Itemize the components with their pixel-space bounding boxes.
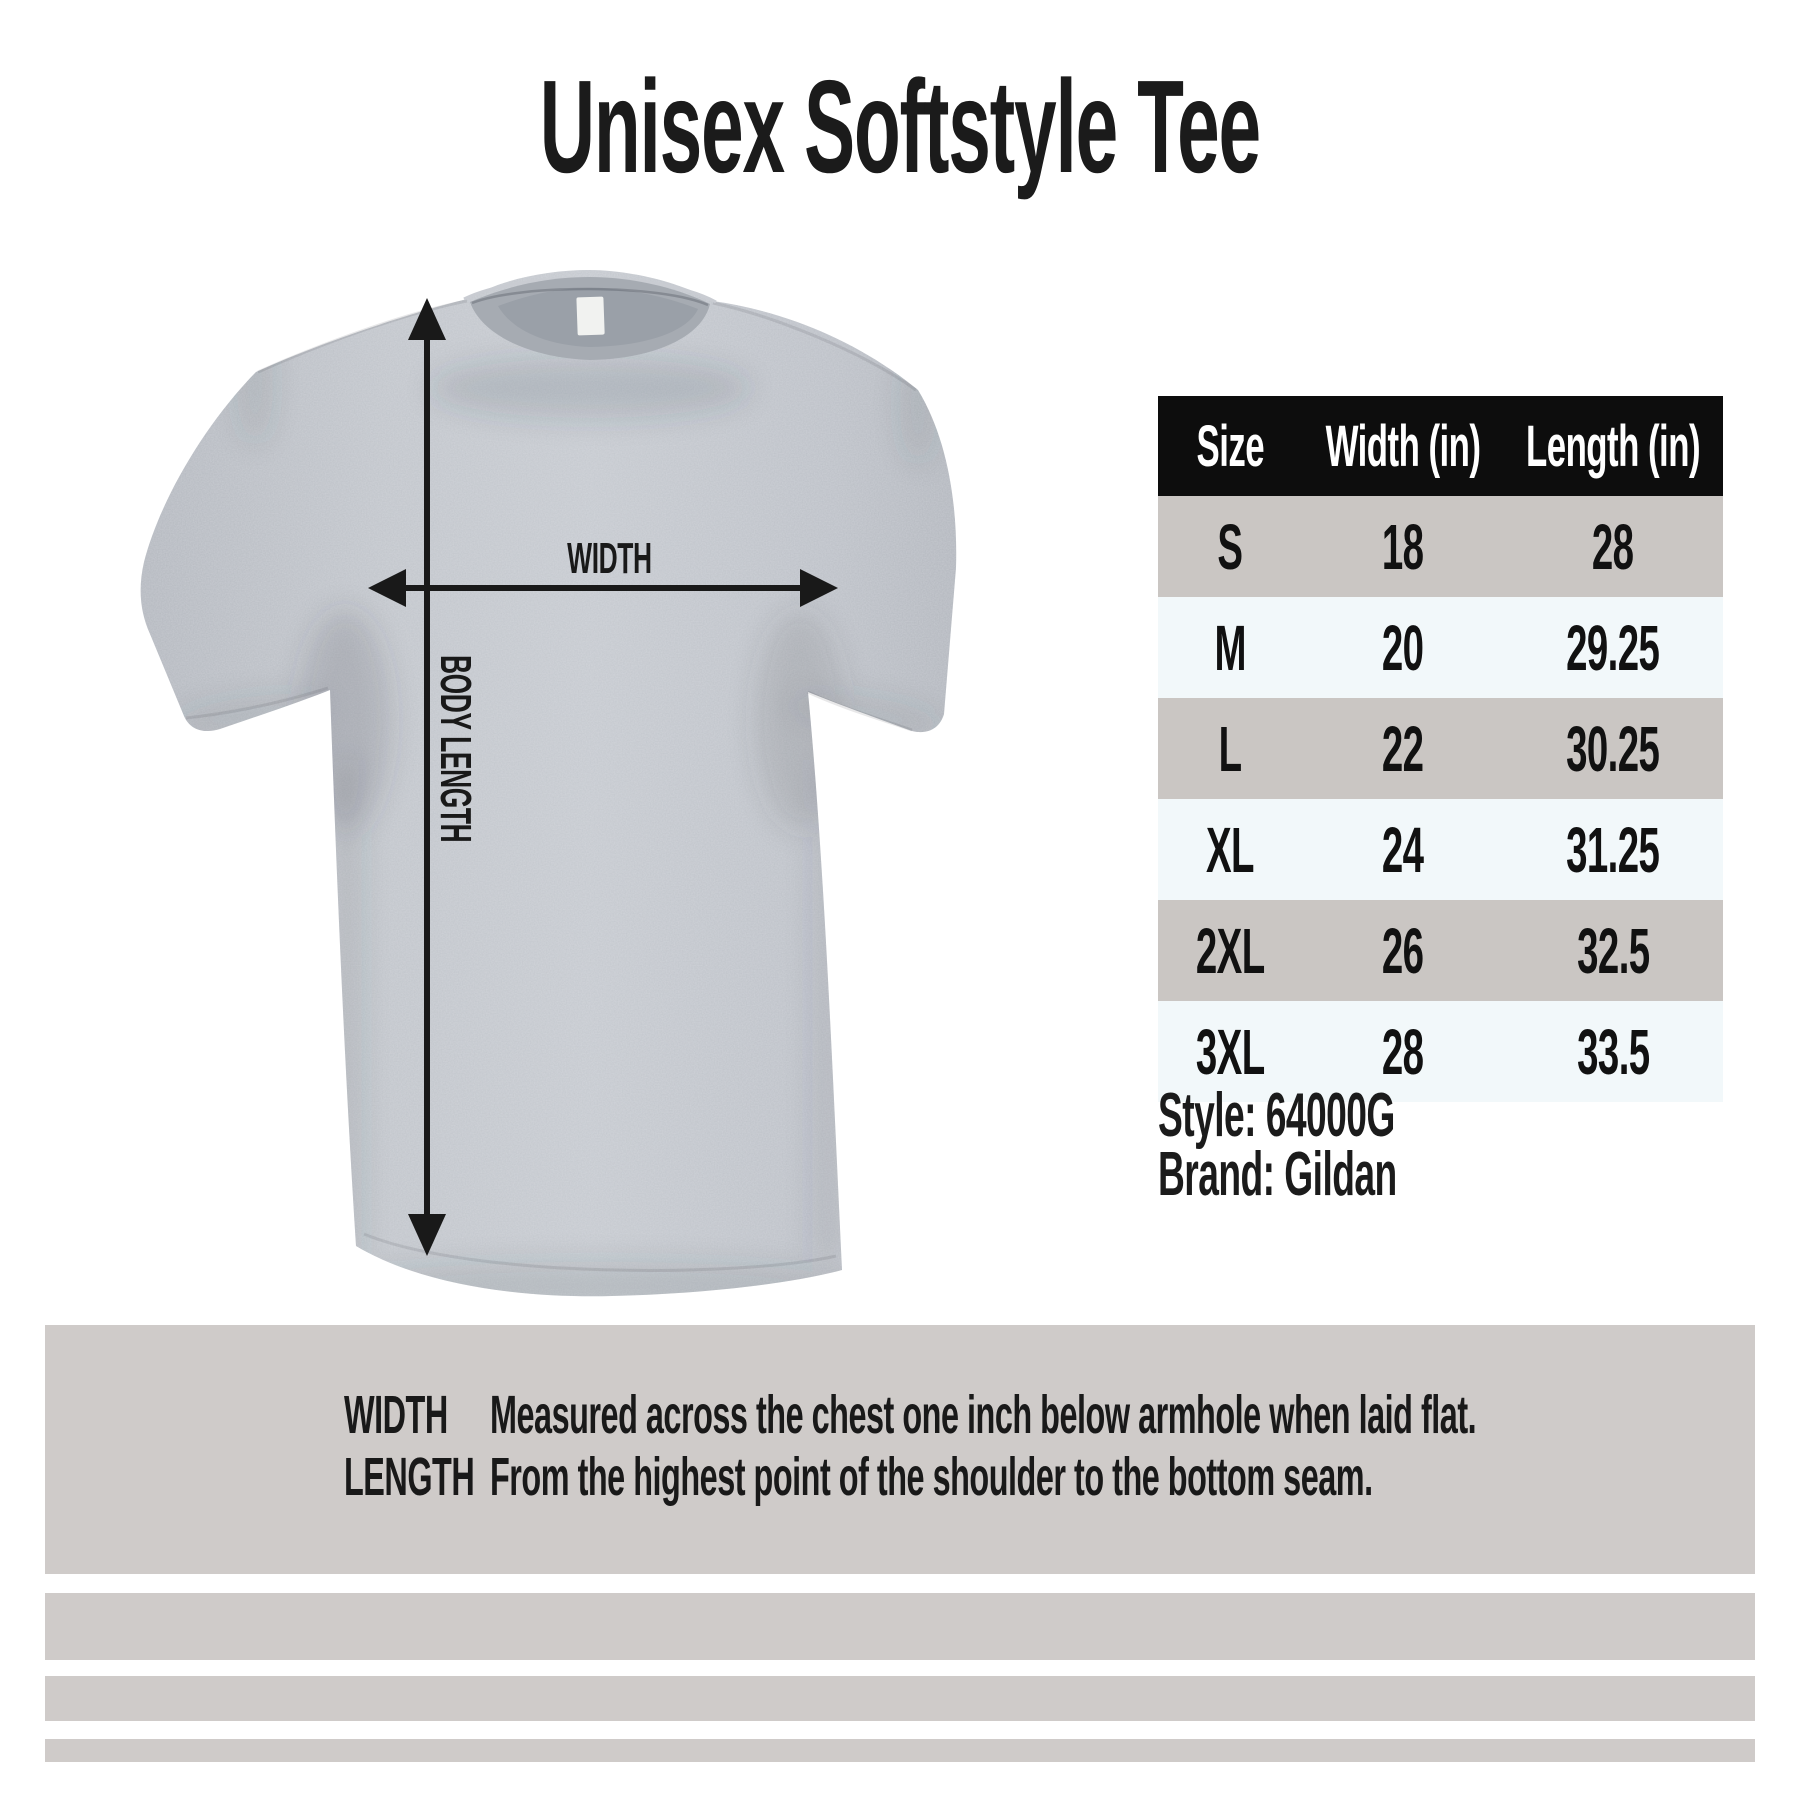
- length-cell: 31.25: [1503, 799, 1723, 900]
- table-row: 2XL 26 32.5: [1158, 900, 1723, 1001]
- body-length-measure-label: BODY LENGTH: [430, 655, 480, 967]
- table-row: S 18 28: [1158, 496, 1723, 597]
- decorative-bar-1: [45, 1593, 1755, 1660]
- table-row: 3XL 28 33.5: [1158, 1001, 1723, 1102]
- table-row: XL 24 31.25: [1158, 799, 1723, 900]
- header-text: Width (in): [1325, 413, 1481, 479]
- cell-text: L: [1218, 712, 1242, 785]
- brand-name-text: Brand: Gildan: [1158, 1140, 1397, 1209]
- width-cell: 28: [1302, 1001, 1503, 1102]
- header-text: Size: [1196, 413, 1264, 479]
- cell-text: XL: [1206, 813, 1255, 886]
- definition-text-content: From the highest point of the shoulder t…: [490, 1447, 1373, 1507]
- header-text: Length (in): [1526, 413, 1701, 479]
- header-cell-size: Size: [1158, 396, 1302, 496]
- definition-text: From the highest point of the shoulder t…: [490, 1446, 1800, 1508]
- cell-text: 31.25: [1566, 813, 1660, 886]
- body-length-arrow-line: [424, 332, 430, 1222]
- tshirt-diagram: [140, 270, 957, 1297]
- size-cell: 2XL: [1158, 900, 1302, 1001]
- size-table: Size Width (in) Length (in) S 18 28 M 20…: [1158, 396, 1723, 1102]
- cell-text: S: [1217, 510, 1244, 583]
- cell-text: 24: [1381, 813, 1424, 886]
- definition-term-text: LENGTH: [344, 1447, 475, 1507]
- definition-text-content: Measured across the chest one inch below…: [490, 1385, 1477, 1445]
- cell-text: 29.25: [1566, 611, 1660, 684]
- width-measure-label-text: WIDTH: [566, 534, 652, 583]
- length-cell: 30.25: [1503, 698, 1723, 799]
- width-arrow-line: [402, 585, 803, 591]
- length-cell: 28: [1503, 496, 1723, 597]
- size-cell: S: [1158, 496, 1302, 597]
- arrowhead-up: [408, 298, 446, 340]
- body-length-measure-label-text: BODY LENGTH: [431, 655, 480, 843]
- table-row: M 20 29.25: [1158, 597, 1723, 698]
- definition-term: LENGTH: [344, 1446, 490, 1508]
- size-cell: XL: [1158, 799, 1302, 900]
- cell-text: 28: [1592, 510, 1634, 583]
- measurement-definitions: WIDTH Measured across the chest one inch…: [344, 1384, 1800, 1508]
- definitions-panel: [45, 1325, 1755, 1574]
- cell-text: M: [1214, 611, 1246, 684]
- length-cell: 29.25: [1503, 597, 1723, 698]
- stitch-seams: [185, 299, 917, 1272]
- length-cell: 32.5: [1503, 900, 1723, 1001]
- decorative-bar-3: [45, 1739, 1755, 1762]
- style-number: Style: 64000G: [1158, 1081, 1556, 1150]
- definition-term: WIDTH: [344, 1384, 490, 1446]
- arrowhead-right: [800, 569, 838, 607]
- brand-name: Brand: Gildan: [1158, 1140, 1556, 1209]
- arrowhead-down: [408, 1214, 446, 1256]
- width-cell: 22: [1302, 698, 1503, 799]
- product-info: Style: 64000G Brand: Gildan: [1158, 1081, 1556, 1209]
- definition-row-width: WIDTH Measured across the chest one inch…: [344, 1384, 1800, 1446]
- size-table-header: Size Width (in) Length (in): [1158, 396, 1723, 496]
- measurement-arrows: [368, 298, 838, 1256]
- cell-text: 18: [1381, 510, 1424, 583]
- arrowhead-left: [368, 569, 406, 607]
- cell-text: 32.5: [1576, 914, 1650, 987]
- cell-text: 28: [1381, 1015, 1424, 1088]
- cell-text: 30.25: [1566, 712, 1660, 785]
- header-cell-length: Length (in): [1503, 396, 1723, 496]
- style-number-text: Style: 64000G: [1158, 1081, 1395, 1150]
- size-cell: M: [1158, 597, 1302, 698]
- width-cell: 26: [1302, 900, 1503, 1001]
- width-cell: 20: [1302, 597, 1503, 698]
- cell-text: 33.5: [1576, 1015, 1650, 1088]
- crew-neck-collar: [463, 276, 717, 360]
- cell-text: 2XL: [1195, 914, 1265, 987]
- definition-row-length: LENGTH From the highest point of the sho…: [344, 1446, 1800, 1508]
- table-row: L 22 30.25: [1158, 698, 1723, 799]
- definition-term-text: WIDTH: [344, 1385, 448, 1445]
- size-cell: L: [1158, 698, 1302, 799]
- header-cell-width: Width (in): [1302, 396, 1503, 496]
- page-title: Unisex Softstyle Tee: [0, 53, 1800, 200]
- cell-text: 20: [1381, 611, 1424, 684]
- cell-text: 26: [1381, 914, 1424, 987]
- width-cell: 18: [1302, 496, 1503, 597]
- cell-text: 22: [1381, 712, 1424, 785]
- decorative-bar-2: [45, 1676, 1755, 1721]
- definition-text: Measured across the chest one inch below…: [490, 1384, 1800, 1446]
- cell-text: 3XL: [1195, 1015, 1265, 1088]
- size-cell: 3XL: [1158, 1001, 1302, 1102]
- width-measure-label: WIDTH: [509, 534, 709, 584]
- care-tag: [576, 296, 605, 336]
- length-cell: 33.5: [1503, 1001, 1723, 1102]
- page-title-text: Unisex Softstyle Tee: [539, 53, 1261, 200]
- width-cell: 24: [1302, 799, 1503, 900]
- tshirt-photo: [140, 270, 957, 1297]
